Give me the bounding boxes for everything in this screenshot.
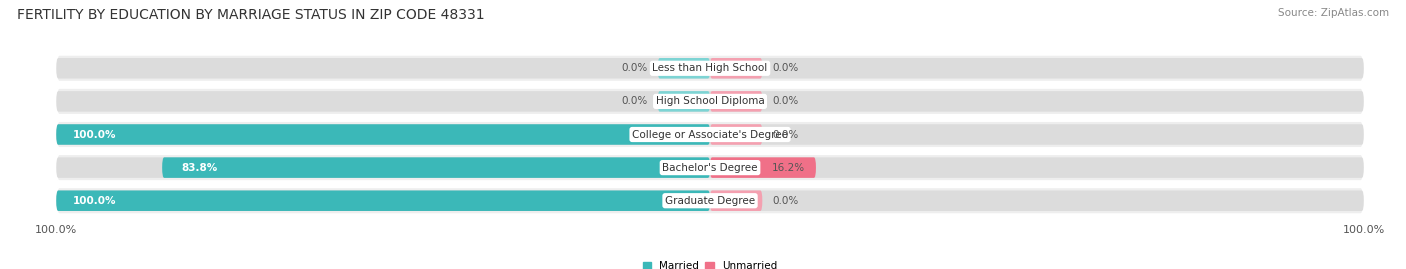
Text: 100.0%: 100.0% xyxy=(73,196,117,206)
FancyBboxPatch shape xyxy=(658,91,710,112)
FancyBboxPatch shape xyxy=(56,55,1364,82)
FancyBboxPatch shape xyxy=(56,121,1364,148)
FancyBboxPatch shape xyxy=(56,91,1364,112)
Text: 0.0%: 0.0% xyxy=(621,96,648,107)
Text: 0.0%: 0.0% xyxy=(772,196,799,206)
Text: 83.8%: 83.8% xyxy=(181,162,218,173)
FancyBboxPatch shape xyxy=(56,190,1364,211)
Text: Less than High School: Less than High School xyxy=(652,63,768,73)
Text: 0.0%: 0.0% xyxy=(621,63,648,73)
FancyBboxPatch shape xyxy=(56,187,1364,214)
FancyBboxPatch shape xyxy=(658,58,710,79)
Text: College or Associate's Degree: College or Associate's Degree xyxy=(633,129,787,140)
FancyBboxPatch shape xyxy=(162,157,710,178)
FancyBboxPatch shape xyxy=(710,157,815,178)
FancyBboxPatch shape xyxy=(56,157,1364,178)
Text: High School Diploma: High School Diploma xyxy=(655,96,765,107)
Text: 0.0%: 0.0% xyxy=(772,96,799,107)
Text: Source: ZipAtlas.com: Source: ZipAtlas.com xyxy=(1278,8,1389,18)
Text: 0.0%: 0.0% xyxy=(772,129,799,140)
Text: 100.0%: 100.0% xyxy=(73,129,117,140)
Text: FERTILITY BY EDUCATION BY MARRIAGE STATUS IN ZIP CODE 48331: FERTILITY BY EDUCATION BY MARRIAGE STATU… xyxy=(17,8,485,22)
FancyBboxPatch shape xyxy=(56,124,710,145)
FancyBboxPatch shape xyxy=(56,124,1364,145)
FancyBboxPatch shape xyxy=(710,124,762,145)
Text: 0.0%: 0.0% xyxy=(772,63,799,73)
FancyBboxPatch shape xyxy=(56,58,1364,79)
Text: Graduate Degree: Graduate Degree xyxy=(665,196,755,206)
FancyBboxPatch shape xyxy=(710,91,762,112)
FancyBboxPatch shape xyxy=(56,190,710,211)
FancyBboxPatch shape xyxy=(710,58,762,79)
FancyBboxPatch shape xyxy=(56,88,1364,115)
Text: Bachelor's Degree: Bachelor's Degree xyxy=(662,162,758,173)
Legend: Married, Unmarried: Married, Unmarried xyxy=(638,257,782,269)
FancyBboxPatch shape xyxy=(56,154,1364,181)
FancyBboxPatch shape xyxy=(710,190,762,211)
Text: 16.2%: 16.2% xyxy=(772,162,806,173)
